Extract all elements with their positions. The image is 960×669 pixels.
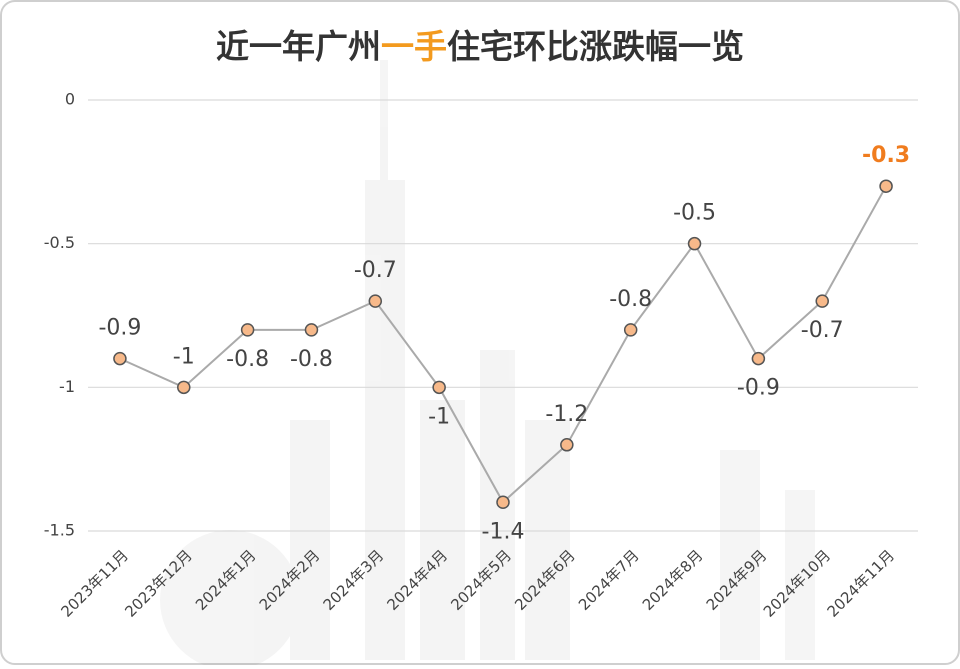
point [687,236,702,251]
data-label: -1.4 [482,519,525,544]
data-label: -1.2 [545,402,588,427]
point [623,323,638,337]
y-tick-label: -0.5 [44,233,75,252]
y-tick-label: -1 [59,377,75,396]
data-label: -0.9 [737,376,780,401]
point [240,323,255,337]
data-label: -1 [173,344,195,369]
point [304,323,319,337]
title-segment: 住宅环比涨跌幅一览 [447,27,744,66]
point [368,294,383,308]
point [751,351,766,366]
data-label: -0.8 [609,287,652,312]
title-segment: 近一年广州 [216,27,381,66]
point [177,380,191,395]
point [496,495,510,510]
point [113,351,127,366]
data-label: -0.3 [862,143,910,168]
data-label: -0.7 [354,258,397,283]
point [879,179,893,193]
point [815,294,829,308]
y-tick-label: -1.5 [44,521,75,540]
data-label: -0.5 [673,201,716,226]
data-label: -0.7 [801,318,844,343]
y-tick-label: 0 [65,90,75,109]
point [432,380,446,395]
data-label: -0.8 [290,347,333,372]
chart-title: 近一年广州一手住宅环比涨跌幅一览 [216,27,744,66]
title-segment: 一手 [381,27,447,66]
point [560,438,574,452]
data-label: -1 [428,404,450,429]
data-label: -0.9 [98,316,141,341]
data-label: -0.8 [226,347,269,372]
